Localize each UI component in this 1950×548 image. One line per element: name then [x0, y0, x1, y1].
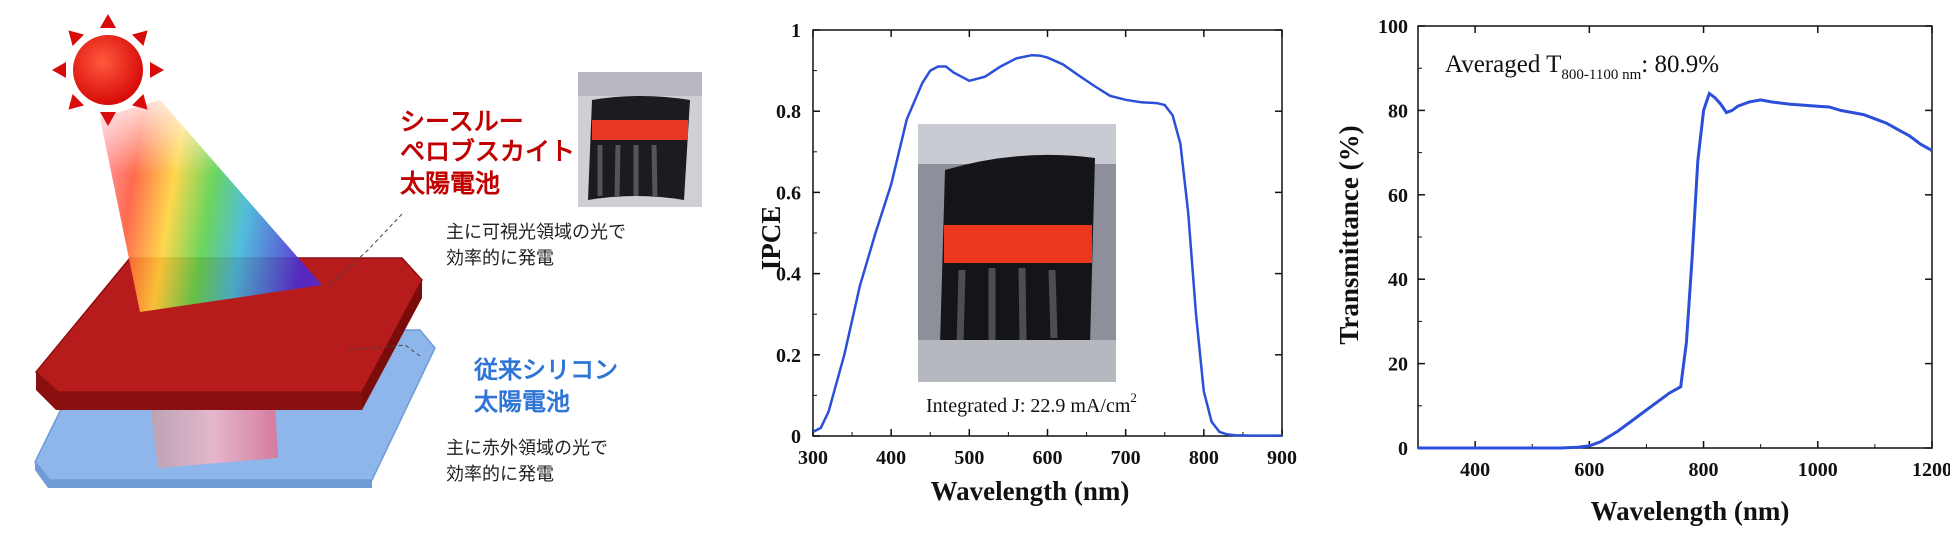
ipce-x-tick-label: 400: [876, 447, 906, 469]
silicon-label-line2: 太陽電池: [474, 388, 570, 416]
ipce-annotation: Integrated J: 22.9 mA/cm2: [926, 390, 1137, 417]
perovskite-label-line1: シースルー: [400, 107, 524, 136]
ipce-x-tick-label: 700: [1111, 447, 1141, 469]
silicon-note-line1: 主に赤外領域の光で: [446, 438, 608, 459]
transmittance-y-tick-label: 0: [1398, 438, 1408, 460]
transmittance-x-tick-label: 1200: [1912, 459, 1950, 481]
transmittance-y-tick-label: 40: [1388, 269, 1408, 291]
ipce-x-tick-label: 600: [1033, 447, 1063, 469]
transmittance-x-axis-label: Wavelength (nm): [1591, 496, 1790, 526]
device-photo-small: [578, 72, 702, 207]
ipce-chart: 300 400 500 600 700 800 900 0 0.2 0.4 0.6 0.8 1 Inte…: [730, 0, 1320, 544]
ipce-y-tick-label: 1: [791, 20, 801, 42]
transmittance-y-tick-label: 60: [1388, 185, 1408, 207]
transmittance-x-tick-label: 400: [1460, 459, 1490, 481]
transmittance-x-tick-label: 600: [1574, 459, 1604, 481]
transmittance-y-tick-label: 20: [1388, 354, 1408, 376]
transmittance-y-axis-label: Transmittance (%): [1334, 125, 1364, 344]
ipce-x-tick-label: 900: [1267, 447, 1297, 469]
tandem-diagram: シースルー ペロブスカイト 太陽電池 主に可視光領域の光で 効率的に発電 従来シ…: [0, 0, 730, 544]
ipce-y-tick-label: 0.8: [776, 101, 801, 123]
ipce-x-tick-label: 500: [954, 447, 984, 469]
ipce-x-axis-label: Wavelength (nm): [931, 476, 1130, 506]
transmittance-annotation: Averaged T800-1100 nm: 80.9%: [1445, 51, 1719, 83]
transmittance-series-line: [1418, 91, 1933, 450]
ipce-series-line: [812, 53, 1282, 437]
ipce-y-tick-label: 0.4: [776, 264, 801, 286]
transmittance-y-tick-label: 100: [1378, 16, 1408, 38]
transmittance-y-tick-label: 80: [1388, 100, 1408, 122]
perovskite-label-line2: ペロブスカイト: [400, 137, 575, 166]
ipce-y-tick-label: 0.2: [776, 345, 801, 367]
perovskite-note-line2: 効率的に発電: [446, 248, 554, 269]
ipce-y-axis-label: IPCE: [756, 206, 786, 271]
ir-light-beam: [150, 405, 278, 468]
perovskite-note-line1: 主に可視光領域の光で: [446, 222, 626, 243]
ipce-x-tick-label: 300: [798, 447, 828, 469]
transmittance-chart: 400 600 800 1000 1200 0 20 40 60 80 100 Averaged T…: [1320, 0, 1950, 544]
device-photo-inset: [918, 124, 1116, 382]
transmittance-x-tick-label: 1000: [1798, 459, 1838, 481]
ipce-x-tick-label: 800: [1189, 447, 1219, 469]
transmittance-plot-frame: [1417, 25, 1933, 449]
transmittance-x-tick-label: 800: [1689, 459, 1719, 481]
perovskite-label-line3: 太陽電池: [400, 169, 500, 198]
silicon-label-line1: 従来シリコン: [473, 356, 618, 384]
ipce-y-tick-label: 0: [791, 426, 801, 448]
ipce-y-tick-label: 0.6: [776, 182, 801, 204]
silicon-note-line2: 効率的に発電: [446, 464, 554, 485]
sun-icon: [52, 14, 164, 126]
